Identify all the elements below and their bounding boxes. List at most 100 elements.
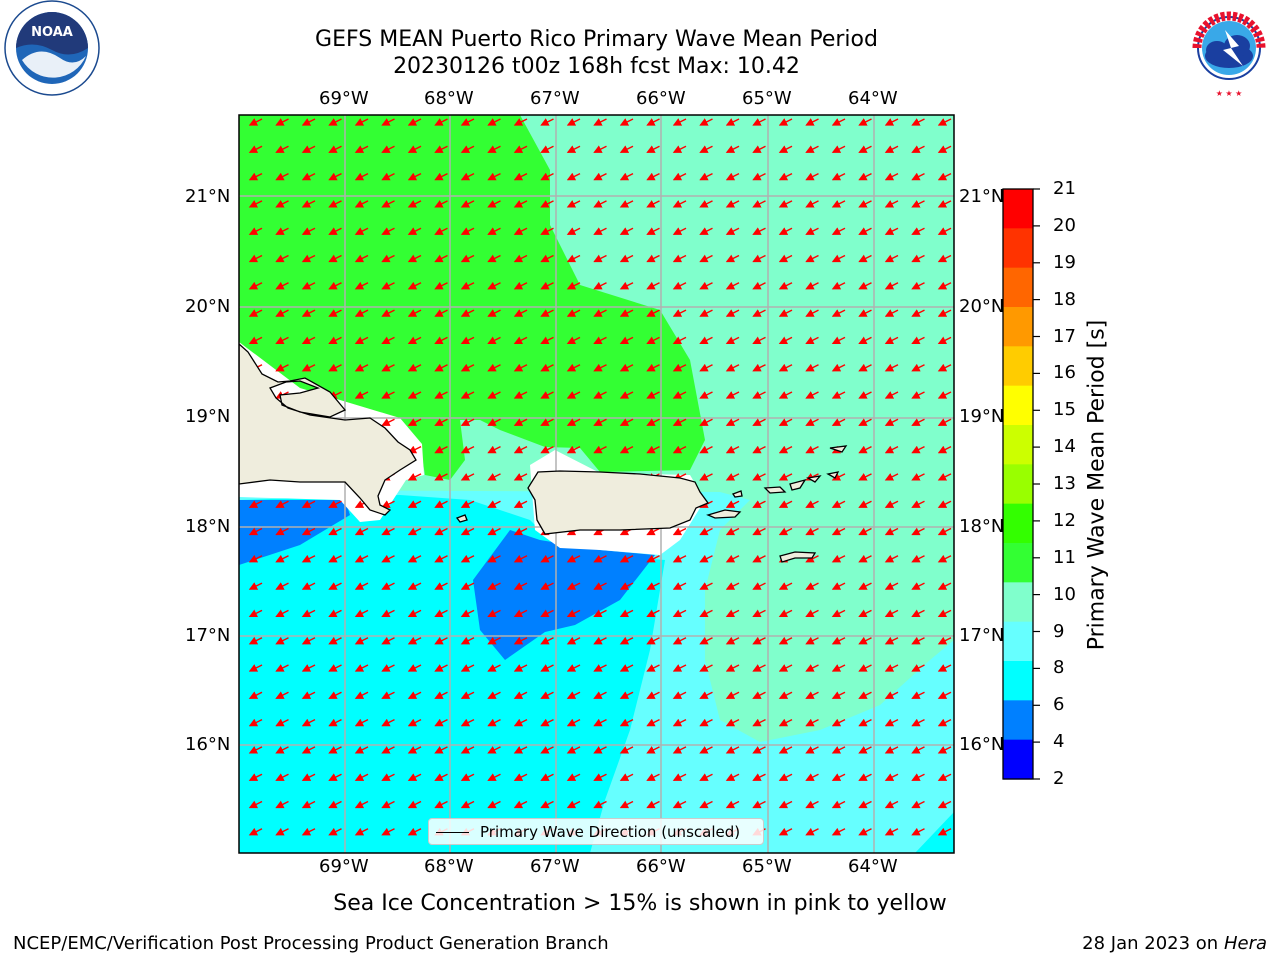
wave-arrow (381, 172, 395, 181)
wave-arrow (858, 118, 872, 126)
colorbar-segment (1003, 425, 1033, 465)
wave-arrow (513, 691, 528, 699)
wave-arrow (831, 145, 846, 153)
wave-arrow (301, 827, 316, 836)
wave-arrow (699, 664, 713, 672)
wave-arrow (301, 718, 316, 727)
wave-arrow (672, 336, 687, 345)
period-band-4-6-mona (473, 530, 655, 660)
wave-arrow (699, 800, 713, 809)
wave-arrow (752, 254, 766, 263)
wave-arrow (778, 800, 793, 809)
colorbar-segment (1003, 621, 1033, 662)
legend-line-swatch (436, 832, 469, 833)
colorbar-segment (1003, 267, 1033, 308)
wave-arrow (672, 118, 687, 126)
wave-arrow (487, 609, 501, 618)
wave-arrow (858, 746, 872, 754)
wave-arrow (328, 664, 342, 672)
wave-arrow (831, 418, 846, 426)
wave-arrow (699, 281, 713, 290)
wave-arrow (725, 664, 740, 672)
wave-arrow (858, 773, 872, 781)
colorbar-segment (1003, 189, 1033, 229)
wave-arrow (858, 391, 872, 399)
wave-arrow (566, 172, 581, 181)
wave-arrow (487, 145, 501, 153)
wave-arrow (831, 664, 846, 672)
wave-arrow (407, 718, 422, 727)
wave-arrow (672, 527, 687, 536)
nws-logo: ★ ★ ★ (1183, 2, 1275, 98)
lon-label-bottom: 68°W (424, 856, 474, 877)
wave-arrow (275, 800, 289, 809)
wave-arrow (487, 636, 501, 645)
wave-arrow (301, 200, 316, 208)
wave-arrow (805, 227, 819, 235)
wave-arrow (937, 281, 952, 290)
wave-arrow (672, 609, 687, 618)
wave-arrow (434, 718, 448, 727)
colorbar-tick-label: 4 (1053, 731, 1065, 753)
wave-arrow (540, 746, 554, 754)
wave-arrow (831, 554, 846, 563)
wave-arrow (937, 500, 952, 508)
wave-direction-arrows (248, 118, 952, 836)
wave-arrow (434, 609, 448, 618)
wave-arrow (275, 145, 289, 153)
colorbar-tick-label: 13 (1053, 473, 1076, 494)
wave-arrow (407, 691, 422, 699)
wave-arrow (831, 118, 846, 126)
wave-arrow (301, 636, 316, 645)
wave-arrow (248, 527, 263, 536)
wave-arrow (831, 746, 846, 754)
lat-label-left: 16°N (185, 734, 231, 755)
wave-arrow (778, 609, 793, 618)
wave-arrow (354, 800, 369, 809)
map-panel (239, 115, 954, 853)
map-legend: Primary Wave Direction (unscaled) (428, 818, 764, 845)
wave-arrow (460, 254, 475, 263)
wave-arrow (831, 200, 846, 208)
wave-arrow (752, 445, 766, 454)
wave-arrow (566, 582, 581, 590)
wave-arrow (805, 800, 819, 809)
mona-island (455, 514, 468, 523)
lon-label-bottom: 69°W (319, 856, 369, 877)
lat-label-right: 21°N (959, 186, 1005, 207)
colorbar-segment (1003, 503, 1033, 544)
wave-arrow (646, 773, 660, 781)
wave-arrow (434, 227, 448, 235)
wave-arrow (911, 554, 925, 563)
wave-arrow (328, 254, 342, 263)
wave-arrow (831, 582, 846, 590)
land (239, 343, 848, 563)
wave-arrow (805, 363, 819, 372)
wave-arrow (778, 227, 793, 235)
wave-arrow (699, 445, 713, 454)
wave-arrow (487, 718, 501, 727)
wave-arrow (937, 800, 952, 809)
wave-arrow (619, 363, 634, 372)
wave-arrow (248, 718, 263, 727)
wave-arrow (407, 391, 422, 399)
wave-arrow (752, 281, 766, 290)
wave-arrow (513, 363, 528, 372)
wave-arrow (407, 664, 422, 672)
wave-arrow (778, 827, 793, 836)
wave-arrow (884, 691, 899, 699)
wave-arrow (566, 281, 581, 290)
lat-label-left: 18°N (185, 516, 231, 537)
wave-arrow (328, 582, 342, 590)
wave-arrow (778, 746, 793, 754)
wave-arrow (566, 664, 581, 672)
wave-arrow (540, 718, 554, 727)
colorbar-segment (1003, 385, 1033, 426)
wave-arrow (699, 118, 713, 126)
wave-arrow (460, 500, 475, 508)
wave-arrow (434, 582, 448, 590)
wave-arrow (513, 636, 528, 645)
wave-arrow (513, 718, 528, 727)
wave-arrow (513, 336, 528, 345)
wave-arrow (699, 582, 713, 590)
